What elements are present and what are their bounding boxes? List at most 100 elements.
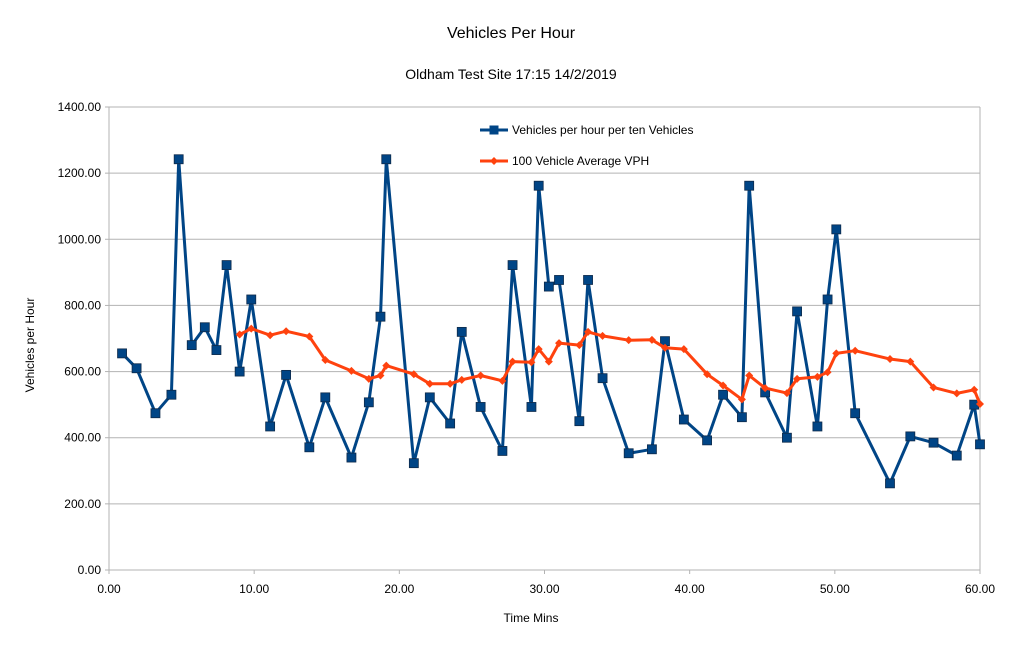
data-point: [382, 361, 391, 370]
legend-marker: [490, 157, 498, 165]
data-point: [718, 389, 728, 400]
data-point: [211, 345, 222, 355]
legend: Vehicles per hour per ten Vehicles 100 Ve…: [480, 123, 693, 168]
data-point: [583, 275, 593, 285]
data-point: [678, 414, 689, 425]
data-point: [745, 371, 754, 380]
series-2: [235, 324, 984, 408]
data-point: [321, 355, 330, 364]
data-point: [737, 412, 747, 423]
data-point: [574, 416, 585, 427]
data-point: [376, 371, 385, 380]
data-point: [598, 331, 607, 340]
data-point: [976, 399, 984, 408]
x-tick-label: 50.00: [820, 582, 850, 596]
data-point: [906, 357, 915, 366]
data-point: [850, 408, 861, 419]
data-point: [347, 366, 356, 375]
x-tick-label: 20.00: [384, 582, 414, 596]
data-point: [381, 154, 392, 165]
data-point: [526, 402, 537, 412]
data-point: [305, 332, 314, 341]
data-point: [851, 346, 860, 355]
chart-title: Vehicles Per Hour: [447, 25, 576, 42]
data-point: [597, 373, 608, 384]
data-point: [247, 324, 256, 333]
data-point: [737, 395, 746, 404]
data-point: [475, 402, 486, 412]
data-point: [885, 355, 894, 364]
data-point: [456, 326, 467, 337]
data-point: [221, 260, 232, 270]
data-point: [446, 379, 455, 388]
y-tick-label: 0.00: [78, 563, 102, 577]
data-point: [975, 439, 985, 450]
y-tick-label: 1000.00: [58, 232, 102, 246]
chart-subtitle: Oldham Test Site 17:15 14/2/2019: [405, 66, 617, 82]
data-point: [166, 389, 177, 400]
data-point: [660, 343, 669, 352]
y-tick-label: 200.00: [64, 497, 101, 511]
data-point: [445, 418, 456, 429]
data-point: [575, 341, 584, 350]
data-point: [375, 311, 386, 322]
x-tick-label: 60.00: [965, 582, 995, 596]
data-point: [246, 294, 257, 305]
legend-label: Vehicles per hour per ten Vehicles: [512, 123, 693, 137]
data-point: [952, 389, 961, 398]
series-line: [121, 157, 982, 485]
y-axis-tick-labels: 0.00 200.00 400.00 600.00 800.00 1000.00 1200.…: [58, 100, 102, 577]
data-point: [823, 368, 832, 377]
data-point: [744, 180, 755, 191]
data-point: [623, 448, 634, 459]
data-point: [702, 435, 712, 446]
data-point: [885, 478, 895, 489]
data-point: [527, 358, 536, 367]
data-point: [782, 432, 792, 443]
data-point: [346, 452, 357, 463]
data-point: [647, 444, 657, 455]
legend-item: Vehicles per hour per ten Vehicles: [480, 123, 693, 137]
data-point: [363, 397, 374, 408]
data-point: [782, 389, 791, 398]
y-tick-label: 1400.00: [58, 100, 102, 114]
y-tick-label: 400.00: [64, 431, 101, 445]
data-point: [235, 330, 244, 339]
data-point: [719, 381, 728, 390]
data-point: [928, 437, 939, 448]
data-point: [584, 327, 593, 336]
x-tick-label: 10.00: [239, 582, 269, 596]
x-tick-label: 0.00: [97, 582, 121, 596]
data-point: [832, 349, 841, 358]
data-point: [150, 408, 161, 419]
series-1: [117, 154, 985, 489]
series-layer: [117, 154, 985, 489]
legend-label: 100 Vehicle Average VPH: [512, 154, 649, 168]
data-point: [507, 260, 518, 270]
data-point: [555, 339, 564, 348]
x-tick-label: 40.00: [675, 582, 705, 596]
data-point: [304, 442, 315, 453]
data-point: [534, 345, 543, 354]
data-point: [831, 224, 842, 235]
series-line: [239, 327, 982, 405]
data-point: [792, 306, 802, 317]
data-point: [813, 372, 822, 381]
data-point: [131, 363, 142, 374]
axes: [105, 106, 981, 574]
data-point: [929, 383, 938, 392]
data-point: [647, 335, 656, 344]
legend-item: 100 Vehicle Average VPH: [480, 154, 649, 168]
data-point: [533, 180, 544, 191]
data-point: [320, 392, 331, 403]
x-tick-label: 30.00: [529, 582, 559, 596]
data-point: [544, 357, 553, 366]
data-point: [424, 392, 435, 403]
data-point: [186, 340, 197, 351]
y-tick-label: 600.00: [64, 365, 101, 379]
data-point: [543, 281, 554, 292]
data-point: [554, 275, 564, 285]
data-point: [425, 379, 434, 388]
data-point: [173, 154, 184, 165]
